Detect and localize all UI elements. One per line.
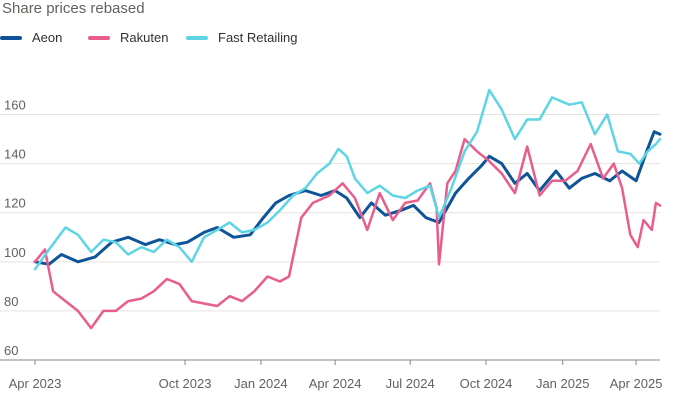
legend-item-fast-retailing: Fast Retailing (186, 30, 297, 45)
x-tick-label-0: Apr 2023 (9, 376, 62, 391)
legend-item-aeon: Aeon (0, 30, 62, 45)
x-tick-label-4: Jul 2024 (386, 376, 435, 391)
legend-swatch-fast-retailing (186, 35, 208, 40)
y-tick-label-160: 160 (4, 98, 26, 113)
legend-label-fast-retailing: Fast Retailing (218, 30, 298, 45)
series-line-fast-retailing (33, 88, 662, 271)
series-line-rakuten (33, 137, 662, 330)
x-tick-label-5: Oct 2024 (460, 376, 513, 391)
legend-label-aeon: Aeon (32, 30, 63, 45)
y-tick-label-80: 80 (4, 294, 18, 309)
x-tick-label-1: Oct 2023 (159, 376, 212, 391)
series-line-aeon (33, 130, 662, 266)
legend-label-rakuten: Rakuten (120, 30, 169, 45)
x-tick-label-3: Apr 2024 (309, 376, 362, 391)
y-tick-label-100: 100 (4, 245, 26, 260)
legend-swatch-aeon (0, 35, 22, 40)
legend-swatch-rakuten (88, 35, 110, 40)
x-tick-label-6: Jan 2025 (536, 376, 590, 391)
y-tick-label-120: 120 (4, 196, 26, 211)
legend-item-rakuten: Rakuten (88, 30, 168, 45)
x-tick-label-7: Apr 2025 (610, 376, 663, 391)
y-tick-label-60: 60 (4, 343, 18, 358)
x-tick-label-2: Jan 2024 (234, 376, 288, 391)
y-tick-label-140: 140 (4, 147, 26, 162)
chart-title: Share prices rebased (2, 0, 145, 17)
